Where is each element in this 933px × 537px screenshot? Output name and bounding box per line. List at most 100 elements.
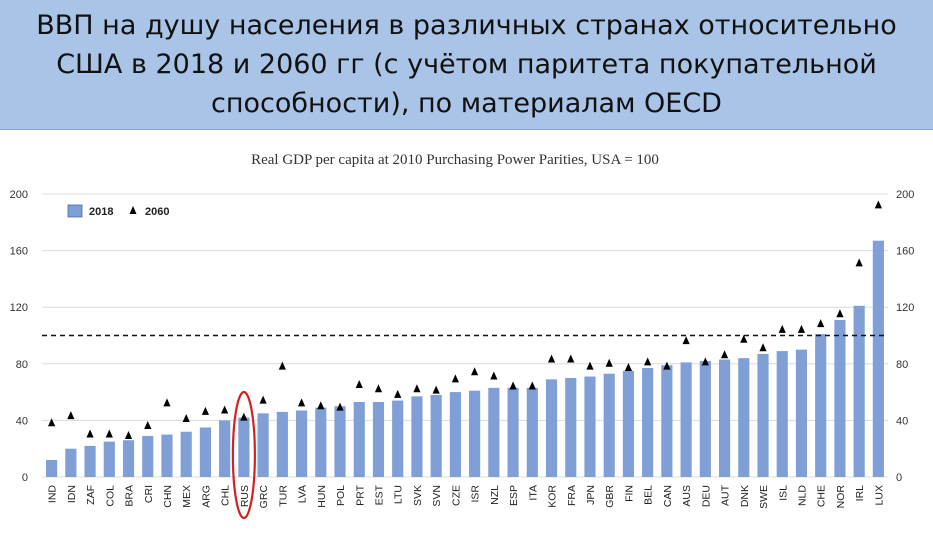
x-tick-idn: IDN: [66, 485, 78, 503]
marker-hun: [317, 401, 325, 410]
page-title: ВВП на душу населения в различных страна…: [36, 10, 897, 119]
legend-swatch-2018: [67, 204, 83, 218]
bar-can: [661, 365, 673, 477]
y-tick-right-200: 200: [896, 189, 914, 201]
marker-cri: [144, 421, 152, 430]
bar-nld: [795, 349, 808, 477]
marker-ltu: [394, 389, 402, 398]
bar-dnk: [738, 358, 750, 477]
x-tick-mex: MEX: [181, 485, 193, 508]
marker-fra: [567, 354, 575, 363]
marker-lva: [297, 398, 306, 407]
bar-mex: [180, 431, 192, 477]
marker-deu: [701, 357, 709, 366]
bar-nor: [834, 319, 846, 477]
x-tick-isl: ISL: [777, 485, 789, 501]
y-axis-left: 0 40 80 120 160 200: [10, 189, 28, 484]
bar-svn: [430, 394, 442, 477]
bar-esp: [507, 387, 519, 477]
bar-isl: [776, 351, 788, 477]
bar-gbr: [603, 373, 615, 477]
y-tick-left-80: 80: [16, 359, 28, 371]
x-tick-prt: PRT: [354, 484, 366, 505]
bar-fra: [565, 377, 577, 477]
marker-svk: [413, 384, 421, 393]
bar-kor: [545, 379, 558, 477]
bars-2018: [46, 240, 884, 477]
y-tick-right-0: 0: [896, 472, 902, 484]
marker-kor: [547, 354, 556, 363]
legend-label-2018: 2018: [89, 206, 113, 218]
marker-nzl: [490, 371, 498, 380]
legend-label-2060: 2060: [145, 206, 169, 218]
y-tick-left-0: 0: [22, 472, 28, 484]
x-tick-bel: BEL: [643, 485, 655, 505]
x-tick-fra: FRA: [566, 485, 578, 506]
bar-lux: [872, 240, 884, 477]
bar-isr: [469, 390, 481, 477]
marker-cze: [451, 374, 459, 383]
y-tick-right-40: 40: [896, 415, 908, 427]
x-tick-rus: RUS: [239, 485, 251, 507]
marker-mex: [182, 413, 190, 422]
marker-zaf: [86, 429, 94, 438]
bar-rus: [238, 417, 250, 477]
chart-title: Real GDP per capita at 2010 Purchasing P…: [251, 152, 659, 168]
x-tick-kor: KOR: [547, 485, 559, 508]
x-tick-zaf: ZAF: [85, 485, 97, 505]
bar-cze: [449, 392, 461, 477]
markers-2060: [48, 200, 882, 439]
x-tick-ita: ITA: [527, 485, 539, 501]
bar-fin: [622, 370, 635, 477]
marker-lux: [874, 200, 882, 209]
bar-jpn: [584, 376, 596, 477]
x-tick-swe: SWE: [758, 485, 770, 509]
bar-swe: [757, 353, 769, 477]
x-tick-nld: NLD: [796, 485, 808, 506]
bar-ind: [46, 460, 58, 477]
marker-nor: [836, 309, 844, 318]
bar-irl: [853, 305, 865, 477]
bar-zaf: [84, 445, 96, 477]
marker-idn: [67, 411, 75, 420]
marker-aus: [682, 336, 690, 345]
x-tick-arg: ARG: [200, 485, 212, 508]
marker-nld: [797, 324, 806, 333]
marker-irl: [855, 258, 863, 267]
marker-pol: [336, 402, 344, 411]
marker-swe: [759, 343, 767, 352]
marker-esp: [509, 381, 517, 390]
y-tick-left-40: 40: [16, 415, 28, 427]
x-tick-hun: HUN: [316, 485, 328, 508]
marker-fin: [624, 363, 633, 372]
marker-rus: [240, 412, 248, 421]
x-tick-fin: FIN: [623, 485, 635, 502]
x-tick-dnk: DNK: [739, 485, 751, 507]
marker-can: [663, 361, 671, 370]
marker-arg: [201, 406, 210, 415]
bar-prt: [353, 402, 365, 477]
bar-grc: [257, 413, 269, 477]
x-tick-chl: CHL: [220, 485, 232, 506]
x-tick-esp: ESP: [508, 485, 520, 506]
bar-cri: [142, 435, 154, 477]
y-tick-right-120: 120: [896, 302, 914, 314]
bar-nzl: [488, 387, 500, 477]
x-tick-col: COL: [104, 485, 116, 507]
marker-che: [817, 319, 825, 328]
marker-col: [105, 429, 113, 438]
x-tick-gbr: GBR: [604, 485, 616, 508]
x-tick-ind: IND: [47, 485, 59, 504]
y-tick-left-160: 160: [10, 246, 28, 258]
x-tick-lva: LVA: [297, 485, 309, 503]
marker-chl: [221, 405, 229, 414]
x-tick-svn: SVN: [431, 485, 443, 507]
x-tick-cri: CRI: [143, 485, 155, 503]
bar-col: [103, 441, 115, 477]
x-tick-can: CAN: [662, 485, 674, 507]
bar-deu: [699, 360, 711, 477]
marker-bra: [124, 430, 133, 439]
bar-hun: [315, 407, 327, 477]
x-tick-chn: CHN: [162, 485, 174, 508]
x-tick-jpn: JPN: [585, 485, 597, 505]
